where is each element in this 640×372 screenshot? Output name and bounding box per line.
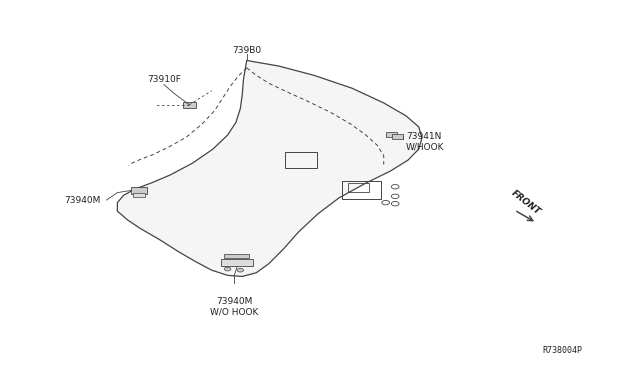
Polygon shape (183, 102, 196, 108)
Text: 739B0: 739B0 (232, 46, 261, 55)
Text: R738004P: R738004P (542, 346, 582, 355)
Circle shape (225, 267, 231, 271)
Polygon shape (386, 132, 397, 137)
Text: FRONT: FRONT (510, 189, 543, 217)
Text: 73940M
W/O HOOK: 73940M W/O HOOK (210, 297, 258, 317)
Text: 73910F: 73910F (147, 76, 181, 84)
Polygon shape (131, 187, 147, 194)
Polygon shape (117, 61, 422, 276)
Polygon shape (221, 259, 253, 266)
Text: 73941N
W/HOOK: 73941N W/HOOK (406, 132, 445, 152)
Text: 73940M: 73940M (64, 196, 100, 205)
Polygon shape (132, 193, 145, 197)
Polygon shape (392, 134, 403, 139)
Circle shape (237, 268, 244, 272)
Polygon shape (225, 254, 248, 259)
